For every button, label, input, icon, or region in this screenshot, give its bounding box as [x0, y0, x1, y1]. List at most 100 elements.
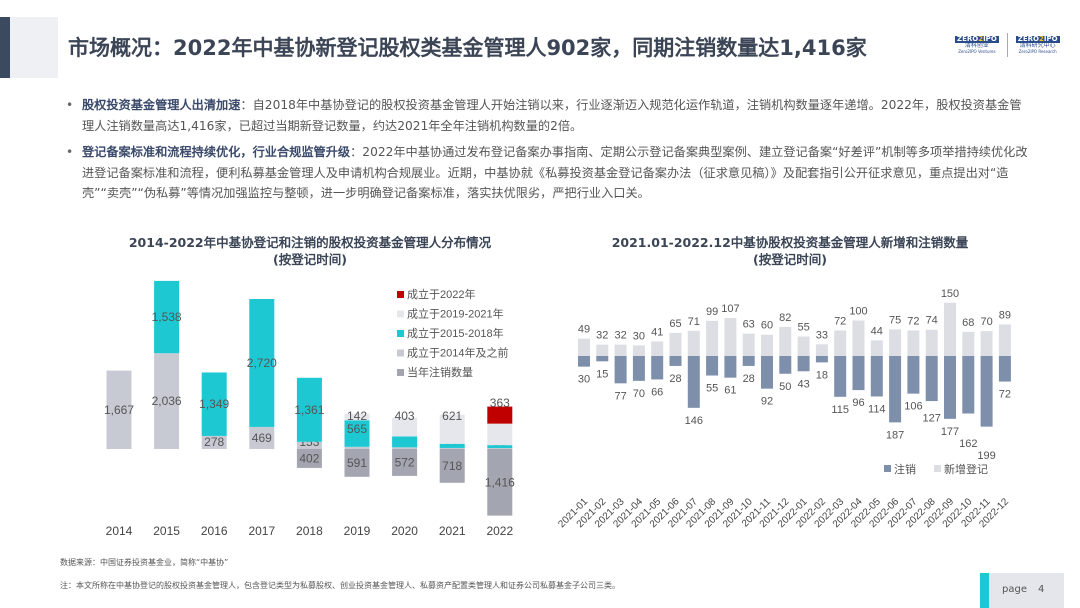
- legend-label: 成立于2019-2021年: [407, 307, 504, 321]
- bar-cancelled: [742, 356, 755, 366]
- bar-label: 77: [614, 390, 626, 402]
- bar-cancelled: [614, 356, 627, 384]
- bar-new: [815, 344, 828, 356]
- bar-cancelled: [962, 356, 975, 414]
- bar-new: [889, 329, 902, 356]
- bar-label: 32: [596, 330, 608, 342]
- bar-new: [834, 330, 847, 356]
- data-source: 数据来源：中国证券投资基金业，简称“中基协”: [60, 558, 229, 567]
- bar-segment: [392, 417, 418, 437]
- bar-label: 621: [442, 409, 462, 423]
- bar-new: [779, 326, 792, 356]
- bar-segment: [106, 370, 132, 449]
- bar-new: [980, 331, 993, 356]
- page-title: 市场概况：2022年中基协新登记股权类基金管理人902家，同期注销数量达1,41…: [68, 36, 867, 60]
- bar-new: [925, 329, 938, 356]
- bar-cancelled: [439, 449, 465, 483]
- legend-swatch: [884, 465, 891, 472]
- bar-segment: [392, 436, 418, 448]
- bar-cancelled: [578, 356, 590, 367]
- bar-segment: [487, 406, 513, 424]
- bar-label: 1,361: [294, 403, 324, 417]
- bar-label: 142: [347, 409, 367, 423]
- bar-segment: [344, 413, 370, 421]
- bar-label: 68: [962, 317, 974, 329]
- bar-label: 70: [980, 316, 992, 328]
- bar-cancelled: [779, 356, 792, 374]
- x-tick-label: 2021: [439, 524, 466, 538]
- bar-new: [907, 330, 920, 356]
- legend-label: 当年注销数量: [407, 365, 473, 379]
- bar-new: [797, 336, 810, 356]
- x-tick-label: 2015: [153, 524, 180, 538]
- bar-label: 1,416: [485, 475, 515, 489]
- bar-label: 15: [596, 368, 608, 380]
- bar-label: 72: [834, 315, 846, 327]
- bar-cancelled: [487, 449, 513, 516]
- bar-new: [706, 320, 719, 356]
- x-tick-label: 2017: [248, 524, 275, 538]
- bar-new: [761, 334, 773, 356]
- bar-label: 41: [651, 326, 663, 338]
- bar-label: 100: [849, 306, 867, 318]
- bar-label: 565: [347, 422, 367, 436]
- bar-cancelled: [815, 356, 828, 363]
- bar-label: 1,538: [152, 310, 182, 324]
- bar-label: 32: [614, 330, 626, 342]
- bar-new: [742, 333, 755, 356]
- bar-label: 199: [977, 450, 995, 462]
- bar-label: 30: [633, 330, 645, 342]
- bar-cancelled: [724, 356, 737, 378]
- bar-label: 403: [395, 409, 415, 423]
- header-panel: [10, 17, 58, 78]
- bar-cancelled: [834, 356, 847, 397]
- bar-cancelled: [669, 356, 682, 366]
- bar-label: 162: [959, 438, 977, 450]
- bar-label: 49: [578, 324, 590, 336]
- legend-swatch: [397, 349, 404, 357]
- legend-swatch: [397, 330, 404, 337]
- bar-label: 107: [721, 303, 739, 315]
- bar-label: 70: [633, 388, 645, 400]
- bar-label: 718: [442, 459, 462, 473]
- bullet-item: 登记备案标准和流程持续优化，行业合规监管升级：2022年中基协通过发布登记备案办…: [60, 142, 1030, 204]
- bar-label: 2,720: [247, 356, 277, 370]
- logos: ZERO2IPO 清科创业 Zero2IPO Ventures ZERO2IPO 清科…: [955, 33, 1060, 57]
- bar-cancelled: [687, 356, 700, 408]
- bar-segment: [344, 446, 370, 449]
- header-accent-bar: [0, 17, 10, 78]
- bar-new: [962, 331, 975, 356]
- bar-segment: [487, 445, 513, 449]
- bar-label: 71: [688, 316, 700, 328]
- bar-new: [944, 302, 956, 356]
- bar-segment: [249, 299, 275, 427]
- bar-cancelled: [706, 356, 719, 376]
- bar-segment: [344, 420, 370, 447]
- bar-cancelled: [596, 356, 609, 362]
- bar-label: 114: [868, 403, 886, 415]
- x-tick-label: 2018: [296, 524, 323, 538]
- bar-new: [687, 330, 700, 356]
- logo-divider: [1006, 33, 1008, 57]
- bar-cancelled: [998, 356, 1011, 382]
- x-tick-label: 2020: [391, 524, 418, 538]
- bar-label: 278: [204, 435, 224, 449]
- bar-cancelled: [870, 356, 883, 397]
- bar-label: 60: [761, 320, 773, 332]
- bar-label: 572: [395, 455, 415, 469]
- bar-label: 74: [926, 315, 938, 327]
- bar-label: 127: [923, 413, 941, 425]
- logo-zero2ipo-ventures: ZERO2IPO 清科创业 Zero2IPO Ventures: [955, 34, 999, 54]
- x-tick-label: 2022: [486, 524, 513, 538]
- bar-label: 55: [706, 383, 718, 395]
- bar-new: [651, 341, 664, 356]
- bar-segment: [439, 447, 465, 449]
- legend-label: 注销: [894, 462, 916, 476]
- bar-label: 72: [907, 315, 919, 327]
- legend-label: 成立于2014年及之前: [407, 346, 508, 360]
- bar-label: 1,667: [104, 403, 134, 417]
- page-indicator: page 4: [980, 573, 1064, 608]
- bar-label: 75: [889, 314, 901, 326]
- bar-label: 44: [871, 325, 883, 337]
